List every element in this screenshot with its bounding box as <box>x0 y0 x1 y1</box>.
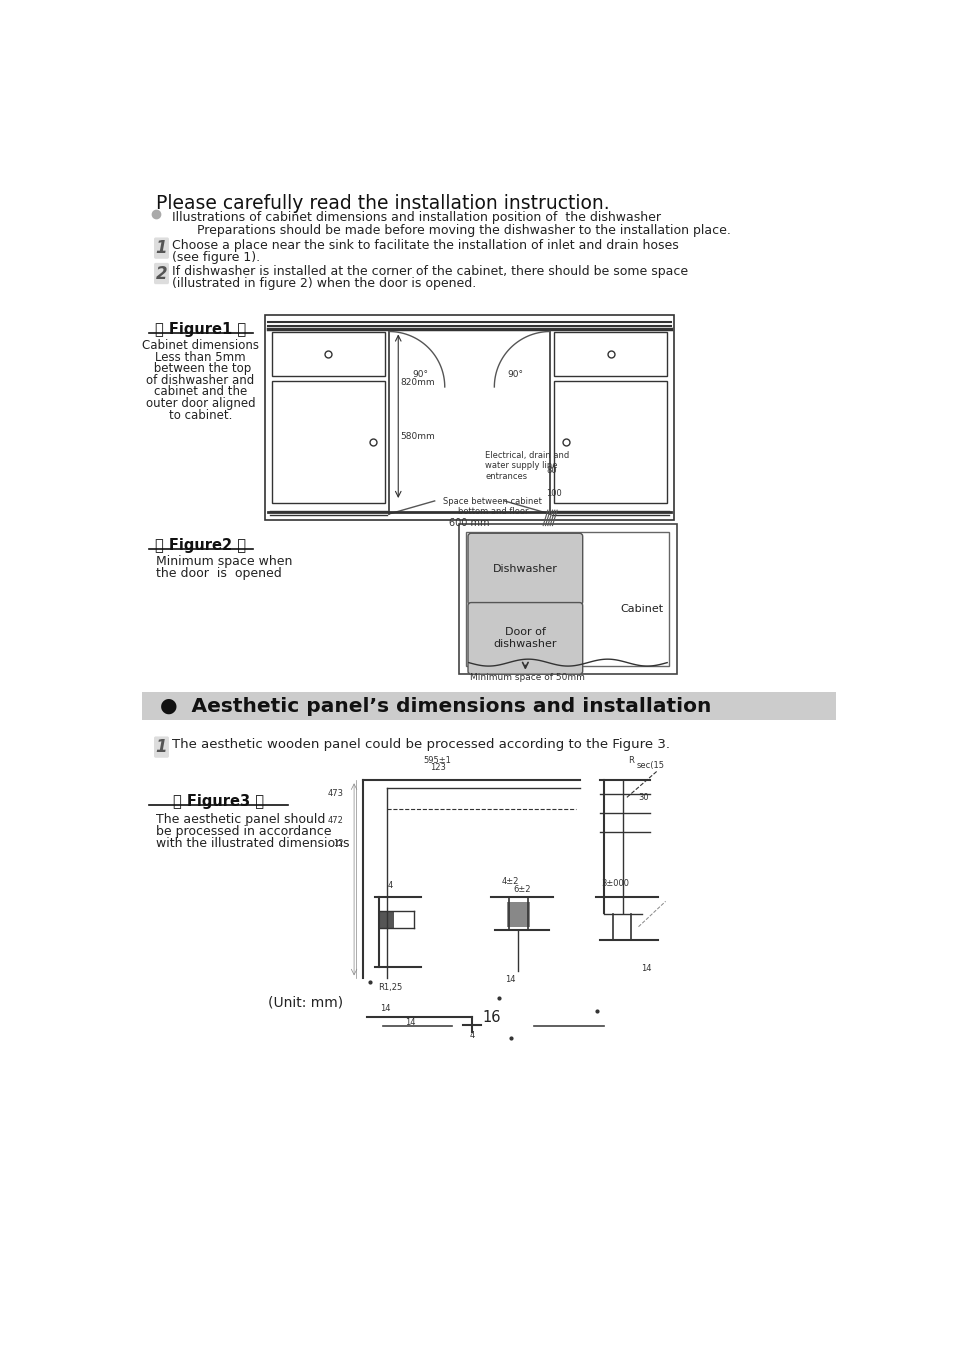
Text: 123: 123 <box>430 763 445 773</box>
Text: 600 mm: 600 mm <box>449 519 489 528</box>
Text: Space between cabinet
bottom and floor: Space between cabinet bottom and floor <box>443 497 541 516</box>
Text: ●  Aesthetic panel’s dimensions and installation: ● Aesthetic panel’s dimensions and insta… <box>159 697 710 716</box>
Text: 4: 4 <box>469 1031 474 1040</box>
Text: 14: 14 <box>505 975 516 984</box>
Text: 80: 80 <box>546 466 557 476</box>
Text: 472: 472 <box>328 816 344 825</box>
Text: The aesthetic wooden panel could be processed according to the Figure 3.: The aesthetic wooden panel could be proc… <box>172 738 669 751</box>
Text: 1: 1 <box>155 239 167 257</box>
Text: 90°: 90° <box>507 370 523 380</box>
Bar <box>272 331 385 376</box>
Bar <box>378 912 394 928</box>
Bar <box>506 902 530 927</box>
Text: 473: 473 <box>328 789 344 798</box>
Text: 90°: 90° <box>412 370 428 380</box>
Text: 【 Figure3 】: 【 Figure3 】 <box>172 793 264 808</box>
Text: sec(15: sec(15 <box>636 761 663 770</box>
Text: 100: 100 <box>546 489 561 499</box>
Text: 4±2: 4±2 <box>501 877 518 886</box>
Text: be processed in accordance: be processed in accordance <box>155 825 331 838</box>
Text: between the top: between the top <box>150 362 251 376</box>
Text: with the illustrated dimensions: with the illustrated dimensions <box>155 838 349 850</box>
Text: 【 Figure1 】: 【 Figure1 】 <box>155 323 246 338</box>
Text: Illustrations of cabinet dimensions and installation position of  the dishwasher: Illustrations of cabinet dimensions and … <box>172 211 660 224</box>
Text: to cabinet.: to cabinet. <box>169 408 233 422</box>
Bar <box>265 315 674 520</box>
Bar <box>466 532 669 666</box>
Text: 6±2: 6±2 <box>513 885 531 894</box>
Text: R: R <box>627 755 633 765</box>
Text: Cabinet dimensions: Cabinet dimensions <box>142 339 259 353</box>
Text: (Unit: mm): (Unit: mm) <box>268 996 342 1009</box>
Text: Dishwasher: Dishwasher <box>493 563 558 574</box>
Text: (see figure 1).: (see figure 1). <box>172 251 260 265</box>
Text: The aesthetic panel should: The aesthetic panel should <box>155 813 325 825</box>
Text: 14: 14 <box>379 1004 390 1013</box>
Text: Minimum space of 50mm: Minimum space of 50mm <box>469 673 584 682</box>
Text: 3±000: 3±000 <box>600 880 629 888</box>
Text: Please carefully read the installation instruction.: Please carefully read the installation i… <box>155 195 609 213</box>
Text: 【 Figure2 】: 【 Figure2 】 <box>155 538 246 553</box>
Text: Preparations should be made before moving the dishwasher to the installation pla: Preparations should be made before movin… <box>196 224 730 236</box>
Text: Less than 5mm: Less than 5mm <box>155 351 246 363</box>
Text: of dishwasher and: of dishwasher and <box>147 374 254 386</box>
Bar <box>272 381 385 503</box>
Bar <box>458 524 677 674</box>
Text: 4: 4 <box>388 881 393 890</box>
Text: the door  is  opened: the door is opened <box>155 567 281 580</box>
Text: 16: 16 <box>481 1011 500 1025</box>
Text: 30: 30 <box>638 793 648 802</box>
Text: Electrical, drain and
water supply line
entrances: Electrical, drain and water supply line … <box>484 451 569 481</box>
Text: If dishwasher is installed at the corner of the cabinet, there should be some sp: If dishwasher is installed at the corner… <box>172 265 687 277</box>
Text: Choose a place near the sink to facilitate the installation of inlet and drain h: Choose a place near the sink to facilita… <box>172 239 678 253</box>
Text: 595±1: 595±1 <box>422 755 451 765</box>
Text: 12: 12 <box>334 839 344 848</box>
Text: 580mm: 580mm <box>400 431 435 440</box>
Text: 1: 1 <box>155 738 167 757</box>
Text: 14: 14 <box>404 1017 415 1027</box>
Text: Cabinet: Cabinet <box>619 604 662 613</box>
Text: Door of
dishwasher: Door of dishwasher <box>493 627 557 648</box>
Bar <box>554 331 666 376</box>
Text: outer door aligned: outer door aligned <box>146 397 255 409</box>
Text: R1,25: R1,25 <box>378 984 402 992</box>
Text: 14: 14 <box>640 963 651 973</box>
Text: 2: 2 <box>155 265 167 282</box>
Text: cabinet and the: cabinet and the <box>153 385 247 399</box>
Bar <box>554 381 666 503</box>
FancyBboxPatch shape <box>468 603 582 674</box>
Text: 820mm: 820mm <box>400 378 435 386</box>
Text: (illustrated in figure 2) when the door is opened.: (illustrated in figure 2) when the door … <box>172 277 476 290</box>
Bar <box>142 692 835 720</box>
FancyBboxPatch shape <box>468 534 582 605</box>
Text: Minimum space when: Minimum space when <box>155 555 292 567</box>
